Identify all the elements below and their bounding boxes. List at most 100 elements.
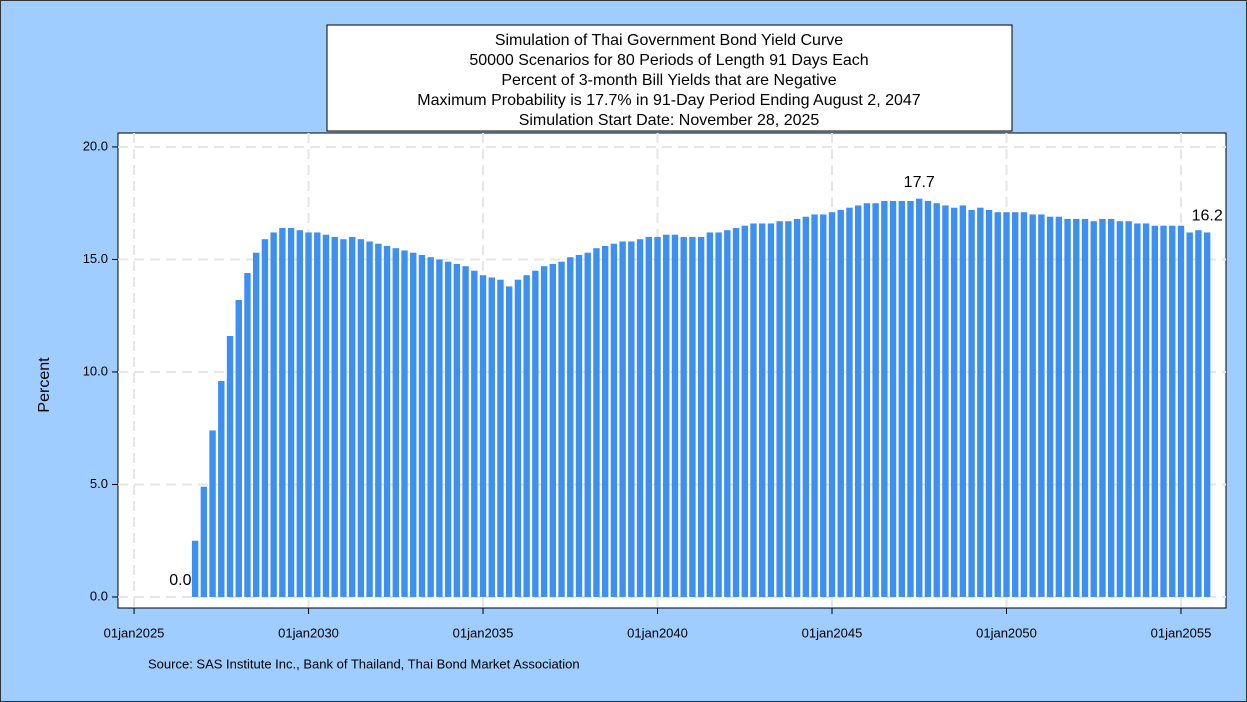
y-tick-label: 15.0 [83,251,108,266]
bar [340,239,347,597]
bar [209,430,216,597]
bar [854,205,862,597]
bar [610,243,618,597]
bar [287,227,295,597]
bar [296,230,304,597]
bar [1099,218,1106,597]
y-axis-label: Percent [36,357,53,413]
bar [863,203,871,597]
bar [1116,221,1124,597]
bar [471,270,478,597]
bar [767,223,775,597]
bar [619,241,626,597]
title-box [326,24,1013,132]
bar [348,236,356,597]
bar [828,212,836,597]
y-tick-label: 20.0 [83,138,108,153]
title-line: 50000 Scenarios for 80 Periods of Length… [469,52,868,69]
bar [1186,232,1193,597]
bar [1090,221,1097,597]
title-line: Percent of 3-month Bill Yields that are … [501,72,836,89]
bar [305,232,312,597]
bar [663,234,670,597]
bar [514,279,522,597]
bar [392,248,399,597]
bar [244,272,251,597]
bar [383,245,391,597]
bar [645,236,652,597]
bar [636,239,644,597]
x-tick-label: 01jan2055 [1151,625,1212,640]
bar [881,200,888,597]
bar [1038,214,1045,597]
x-tick-label: 01jan2025 [104,625,165,640]
bar [889,200,897,597]
bar [523,275,530,597]
bar [261,239,269,597]
bar [1142,223,1150,597]
bar [732,227,740,597]
bar [802,216,810,597]
bar [1012,212,1019,597]
bar [252,252,260,597]
bar [200,486,208,597]
bar [942,205,949,597]
bar [1055,216,1063,597]
value-label: 0.0 [169,572,191,589]
bar [191,540,199,597]
bar [601,245,609,597]
bar [427,257,434,597]
bar [1029,214,1036,597]
bar [706,232,714,597]
title-line: Simulation Start Date: November 28, 2025 [519,112,820,129]
source-note: Source: SAS Institute Inc., Bank of Thai… [148,656,580,671]
bar [1020,212,1028,597]
bar [593,248,600,597]
title-line: Maximum Probability is 17.7% in 91-Day P… [417,92,920,109]
bar [924,200,932,597]
bar [846,207,853,597]
bar [1195,230,1202,597]
bar [985,209,993,597]
bar [671,234,679,597]
bar [898,200,906,597]
bar [1081,218,1089,597]
bar [1003,212,1010,597]
bar [950,207,958,597]
bar [1046,216,1054,597]
bar [724,230,731,597]
bar [462,266,469,597]
bar [575,254,583,597]
bar [715,232,722,597]
y-tick-label: 10.0 [83,363,108,378]
bar [584,252,591,597]
bar [453,263,461,597]
bar [1107,218,1115,597]
value-label: 17.7 [904,174,935,191]
y-tick-label: 0.0 [90,588,108,603]
bar [916,198,923,597]
x-tick-label: 01jan2045 [802,625,863,640]
bar [506,286,513,597]
y-tick-label: 5.0 [90,476,108,491]
bar [872,203,879,597]
bar [680,236,687,597]
bar [235,299,242,597]
bar [1125,221,1132,597]
bar [540,266,548,597]
bar [628,241,635,597]
bar [314,232,321,597]
x-tick-label: 01jan2040 [627,625,688,640]
bar [270,232,277,597]
bar [1134,223,1141,597]
bar [279,227,286,597]
bar [331,236,338,597]
bar [444,261,452,597]
title-line: Simulation of Thai Government Bond Yield… [495,32,843,49]
bar [837,209,844,597]
bar [366,241,373,597]
bar [497,279,504,597]
bar [977,207,984,597]
bar [322,234,330,597]
